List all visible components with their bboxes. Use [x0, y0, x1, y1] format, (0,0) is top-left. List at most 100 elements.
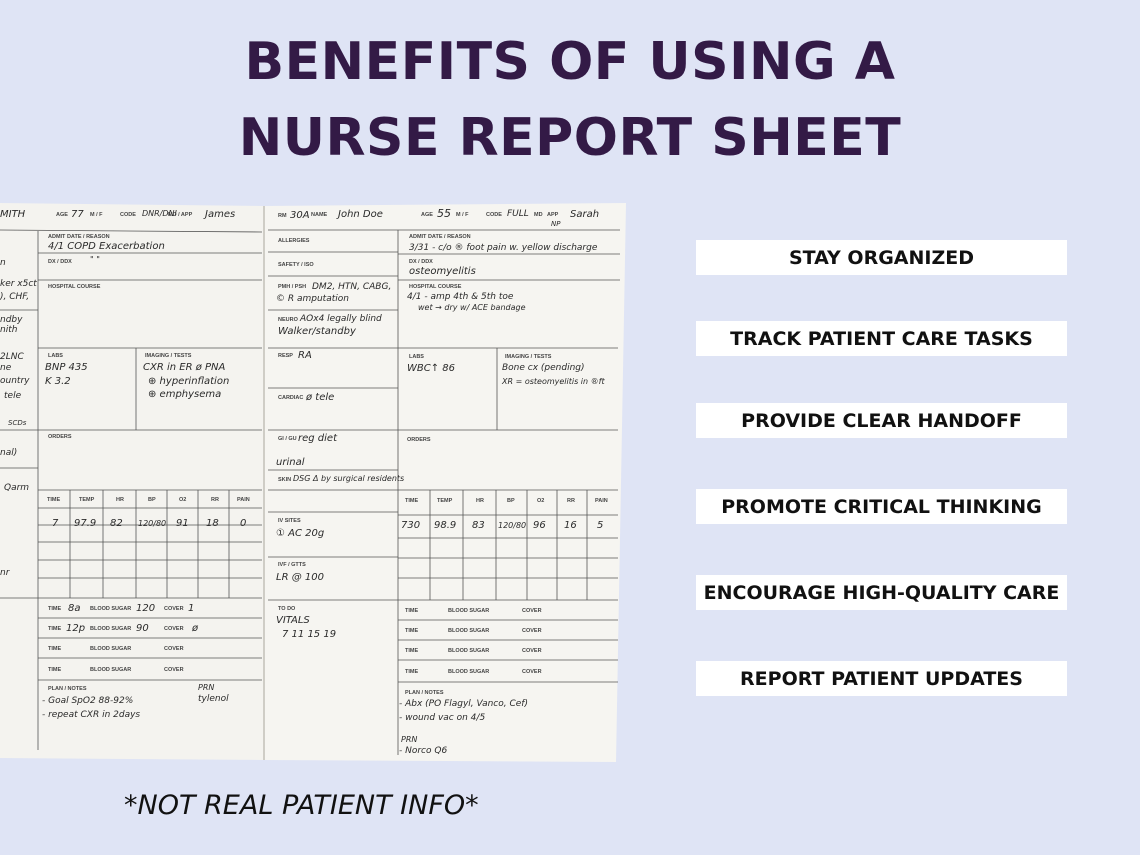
svg-text:TIME: TIME [48, 667, 61, 673]
svg-text:96: 96 [533, 520, 546, 531]
svg-text:COVER: COVER [522, 648, 542, 654]
benefit-quality-care: ENCOURAGE HIGH-QUALITY CARE [696, 575, 1067, 610]
svg-text:16: 16 [564, 520, 577, 531]
left-labs-2: K 3.2 [45, 376, 71, 387]
svg-text:90: 90 [136, 623, 149, 634]
svg-text:RR: RR [567, 498, 575, 504]
svg-text:TIME: TIME [405, 608, 418, 614]
right-labs-label: LABS [409, 354, 424, 360]
svg-text:82: 82 [110, 518, 123, 529]
left-imaging-1: CXR in ER ø PNA [143, 362, 226, 373]
left-plan-1: - Goal SpO2 88-92% [42, 696, 133, 706]
svg-text:12p: 12p [66, 623, 85, 634]
right-skin: DSG Δ by surgical residents [293, 474, 404, 483]
svg-text:BLOOD SUGAR: BLOOD SUGAR [90, 667, 131, 673]
right-cardiac: ø tele [305, 392, 334, 403]
left-admit: 4/1 COPD Exacerbation [48, 241, 165, 252]
svg-text:BLOOD SUGAR: BLOOD SUGAR [448, 608, 489, 614]
benefit-clear-handoff: PROVIDE CLEAR HANDOFF [696, 403, 1067, 438]
svg-text:120/80: 120/80 [138, 519, 166, 528]
svg-text:PAIN: PAIN [595, 498, 608, 504]
svg-text:HR: HR [116, 497, 124, 503]
right-todo-label: TO DO [278, 606, 296, 612]
left-blood-sugar: TIME 8a BLOOD SUGAR 120 COVER 1 TIME 12p… [48, 603, 199, 673]
svg-text:ker x5ct: ker x5ct [0, 279, 37, 289]
right-todo-1: VITALS [276, 615, 310, 626]
left-age: 77 [71, 209, 84, 220]
report-sheet-photo: MITH AGE 77 M / F CODE DNR/DNI MD / APP … [0, 203, 626, 762]
right-vitals-header: TIME TEMP HR BP O2 RR PAIN [405, 498, 608, 504]
left-admit-label: ADMIT DATE / REASON [48, 234, 110, 240]
right-admit: 3/31 - c/o ® foot pain w. yellow dischar… [409, 243, 598, 253]
left-course-label: HOSPITAL COURSE [48, 284, 101, 290]
svg-text:97.9: 97.9 [74, 518, 96, 529]
svg-text:COVER: COVER [522, 628, 542, 634]
svg-text:RM: RM [278, 213, 287, 219]
svg-text:BLOOD SUGAR: BLOOD SUGAR [90, 626, 131, 632]
svg-text:98.9: 98.9 [434, 520, 456, 531]
left-imaging-3: ⊕ emphysema [148, 389, 221, 400]
left-vitals-row: 7 97.9 82 120/80 91 18 0 [52, 518, 246, 529]
svg-text:MD: MD [534, 212, 543, 218]
right-ivsites: ① AC 20g [276, 528, 324, 539]
right-cardiac-label: CARDIAC [278, 395, 303, 401]
svg-text:TIME: TIME [48, 646, 61, 652]
svg-text:nal): nal) [0, 448, 17, 458]
right-neuro-2: Walker/standby [278, 326, 357, 337]
right-page-grid [268, 229, 620, 755]
right-neuro-label: NEURO [278, 317, 299, 323]
disclaimer: *NOT REAL PATIENT INFO* [124, 790, 479, 821]
left-code-label: CODE [120, 212, 136, 218]
svg-text:M / F: M / F [456, 212, 469, 218]
right-prn-label: PRN [401, 735, 417, 744]
right-pmh-1: DM2, HTN, CABG, [312, 282, 391, 292]
svg-text:TEMP: TEMP [437, 498, 453, 504]
svg-text:30A: 30A [290, 210, 310, 221]
right-plan-1: - Abx (PO Flagyl, Vanco, Cef) [399, 699, 528, 709]
left-dx: " " [90, 255, 100, 264]
left-age-label: AGE [56, 212, 68, 218]
svg-text:RR: RR [211, 497, 219, 503]
right-gigu-label: GI / GU [278, 436, 297, 442]
left-sex-label: M / F [90, 212, 103, 218]
svg-text:TEMP: TEMP [79, 497, 95, 503]
left-md-label: MD / APP [168, 212, 193, 218]
right-ivf: LR @ 100 [276, 572, 324, 583]
svg-text:tele: tele [4, 391, 22, 401]
svg-text:Qarm: Qarm [4, 483, 29, 493]
svg-text:ndby: ndby [0, 315, 23, 325]
svg-text:BLOOD SUGAR: BLOOD SUGAR [90, 646, 131, 652]
left-plan-2: - repeat CXR in 2days [42, 710, 140, 720]
left-dx-label: DX / DDX [48, 259, 72, 265]
svg-text:O2: O2 [537, 498, 544, 504]
right-vitals-row: 730 98.9 83 120/80 96 16 5 [401, 520, 603, 531]
svg-text:18: 18 [206, 518, 219, 529]
right-resp-label: RESP [278, 353, 293, 359]
svg-text:O2: O2 [179, 497, 186, 503]
svg-text:7: 7 [52, 518, 59, 529]
right-todo-2: 7 11 15 19 [282, 629, 336, 640]
svg-text:NP: NP [551, 220, 561, 228]
left-plan-label: PLAN / NOTES [48, 686, 87, 692]
svg-text:TIME: TIME [405, 498, 418, 504]
svg-text:TIME: TIME [405, 669, 418, 675]
svg-text:0: 0 [240, 518, 246, 529]
right-course-2: wet → dry w/ ACE bandage [418, 303, 526, 312]
right-dx-label: DX / DDX [409, 259, 433, 265]
svg-text:CODE: CODE [486, 212, 502, 218]
svg-text:APP: APP [547, 212, 559, 218]
svg-text:BP: BP [507, 498, 515, 504]
left-prn-label: PRN [198, 683, 214, 692]
right-blood-sugar: TIME BLOOD SUGAR COVER TIME BLOOD SUGAR … [405, 608, 542, 675]
left-labs-label: LABS [48, 353, 63, 359]
svg-text:SCDs: SCDs [8, 419, 27, 427]
right-course-label: HOSPITAL COURSE [409, 284, 462, 290]
svg-text:HR: HR [476, 498, 484, 504]
svg-text:TIME: TIME [48, 626, 61, 632]
svg-text:55: 55 [437, 207, 451, 220]
right-page [264, 203, 626, 762]
right-orders-label: ORDERS [407, 437, 431, 443]
svg-text:COVER: COVER [164, 626, 184, 632]
right-patient-name: John Doe [336, 209, 383, 220]
benefit-critical-thinking: PROMOTE CRITICAL THINKING [696, 489, 1067, 524]
